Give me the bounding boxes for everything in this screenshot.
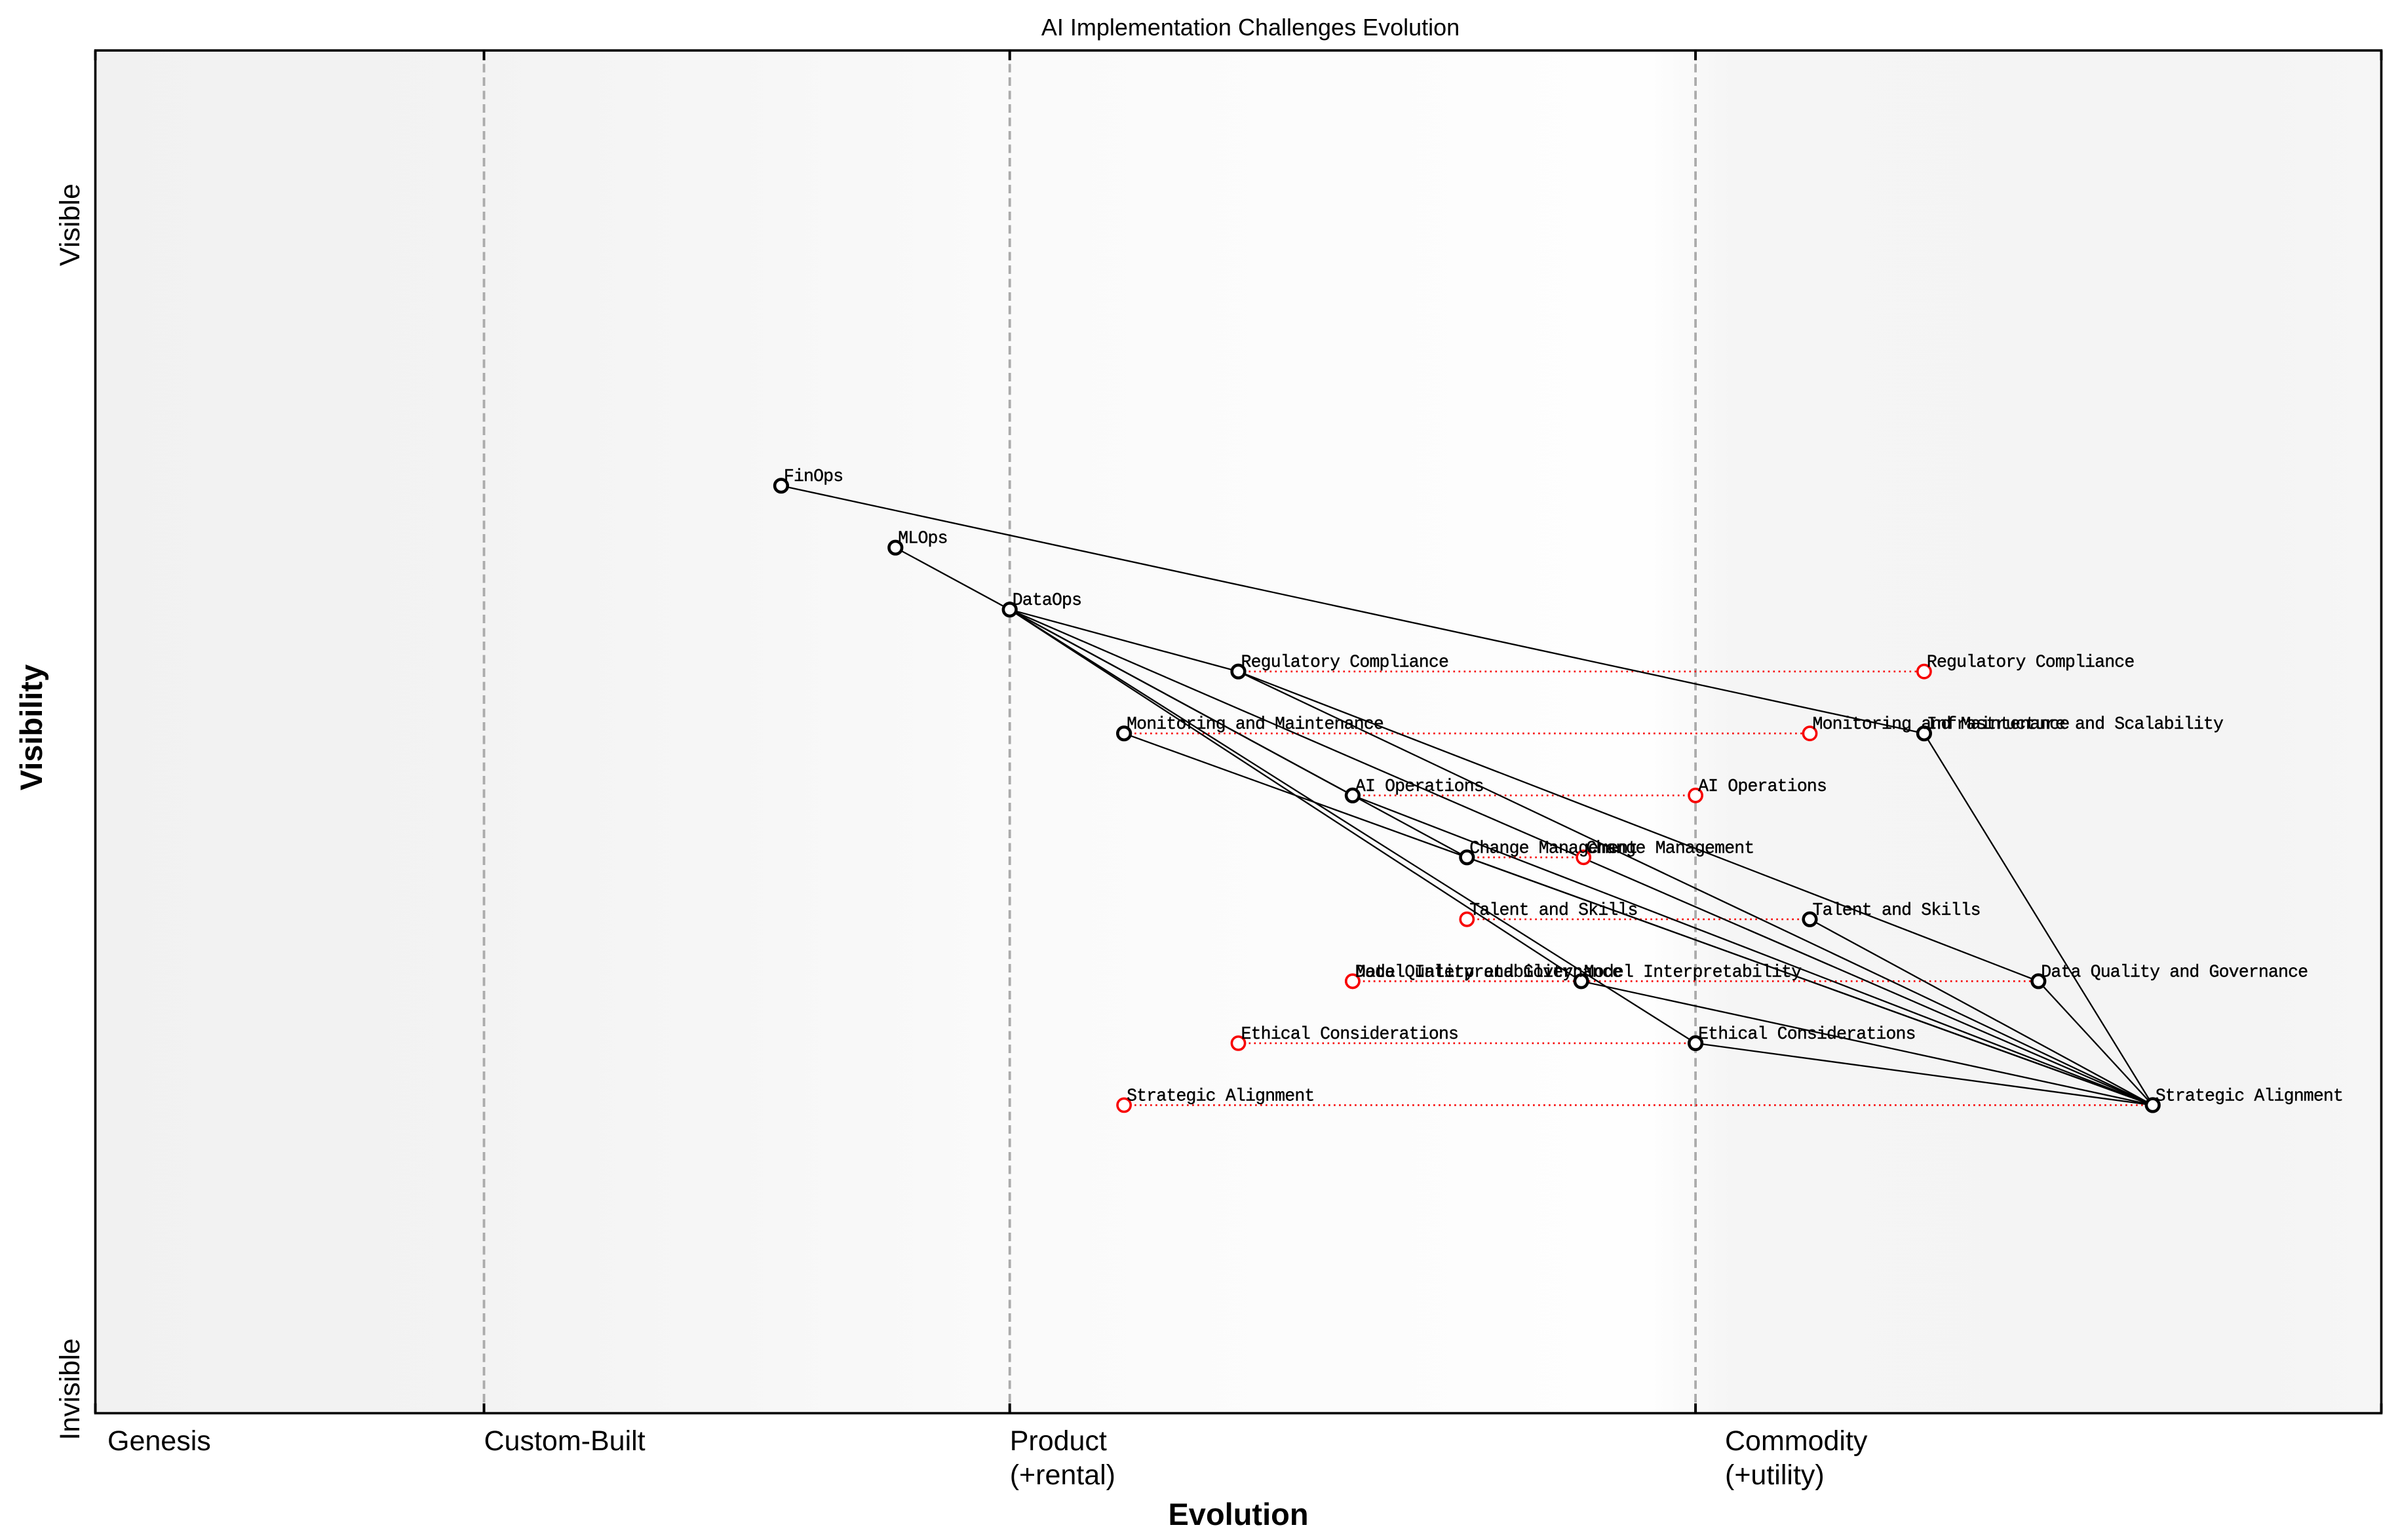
svg-text:Data Quality and Governance: Data Quality and Governance: [1355, 962, 1622, 982]
svg-text:Ethical Considerations: Ethical Considerations: [1241, 1024, 1459, 1044]
svg-text:AI Operations: AI Operations: [1355, 777, 1484, 796]
svg-text:Change Management: Change Management: [1586, 838, 1754, 858]
svg-text:(+rental): (+rental): [1010, 1459, 1115, 1491]
svg-text:(+utility): (+utility): [1725, 1459, 1825, 1491]
svg-text:Commodity: Commodity: [1725, 1425, 1868, 1457]
svg-text:Invisible: Invisible: [54, 1338, 86, 1440]
svg-text:Change Management: Change Management: [1469, 838, 1637, 858]
svg-text:AI Operations: AI Operations: [1698, 777, 1827, 796]
svg-text:Talent and Skills: Talent and Skills: [1813, 900, 1981, 920]
svg-text:DataOps: DataOps: [1013, 590, 1082, 610]
svg-text:Monitoring and Maintenance: Monitoring and Maintenance: [1127, 714, 1384, 734]
svg-text:Evolution: Evolution: [1168, 1497, 1308, 1531]
svg-text:Custom-Built: Custom-Built: [484, 1425, 646, 1457]
svg-text:Monitoring and Maintenance: Monitoring and Maintenance: [1813, 714, 2070, 734]
svg-text:Infrastructure and Scalability: Infrastructure and Scalability: [1927, 714, 2224, 734]
svg-text:Product: Product: [1010, 1425, 1107, 1457]
svg-text:Strategic Alignment: Strategic Alignment: [2156, 1086, 2343, 1106]
svg-text:Visibility: Visibility: [14, 664, 48, 790]
svg-text:FinOps: FinOps: [784, 467, 843, 486]
svg-text:Strategic Alignment: Strategic Alignment: [1127, 1086, 1314, 1106]
svg-text:Data Quality and Governance: Data Quality and Governance: [2041, 962, 2308, 982]
svg-text:MLOps: MLOps: [898, 529, 947, 549]
svg-text:Talent and Skills: Talent and Skills: [1469, 900, 1637, 920]
svg-text:AI Implementation Challenges E: AI Implementation Challenges Evolution: [1041, 14, 1460, 41]
svg-text:Regulatory Compliance: Regulatory Compliance: [1241, 653, 1449, 672]
svg-text:Visible: Visible: [54, 183, 86, 266]
svg-text:Model Interpretability: Model Interpretability: [1584, 962, 1802, 982]
svg-text:Genesis: Genesis: [107, 1425, 211, 1457]
svg-text:Regulatory Compliance: Regulatory Compliance: [1927, 653, 2135, 672]
svg-text:Model Interpretability: Model Interpretability: [1355, 962, 1574, 982]
svg-text:Ethical Considerations: Ethical Considerations: [1698, 1024, 1916, 1044]
